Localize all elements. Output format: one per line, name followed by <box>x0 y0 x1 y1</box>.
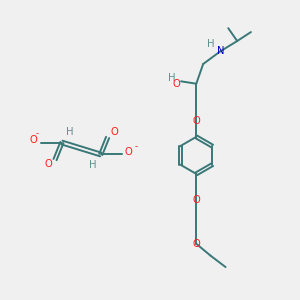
Text: O: O <box>192 116 200 126</box>
Text: H: H <box>168 73 176 83</box>
Text: -: - <box>134 142 137 151</box>
Text: H: H <box>89 160 96 170</box>
Text: N: N <box>217 46 224 56</box>
Text: O: O <box>45 159 52 169</box>
Text: H: H <box>66 127 74 137</box>
Text: O: O <box>124 147 132 158</box>
Text: O: O <box>29 135 37 146</box>
Text: O: O <box>192 195 200 205</box>
Text: O: O <box>192 239 200 249</box>
Text: O: O <box>172 79 180 89</box>
Text: H: H <box>208 39 215 49</box>
Text: O: O <box>110 127 118 137</box>
Text: -: - <box>36 129 39 138</box>
